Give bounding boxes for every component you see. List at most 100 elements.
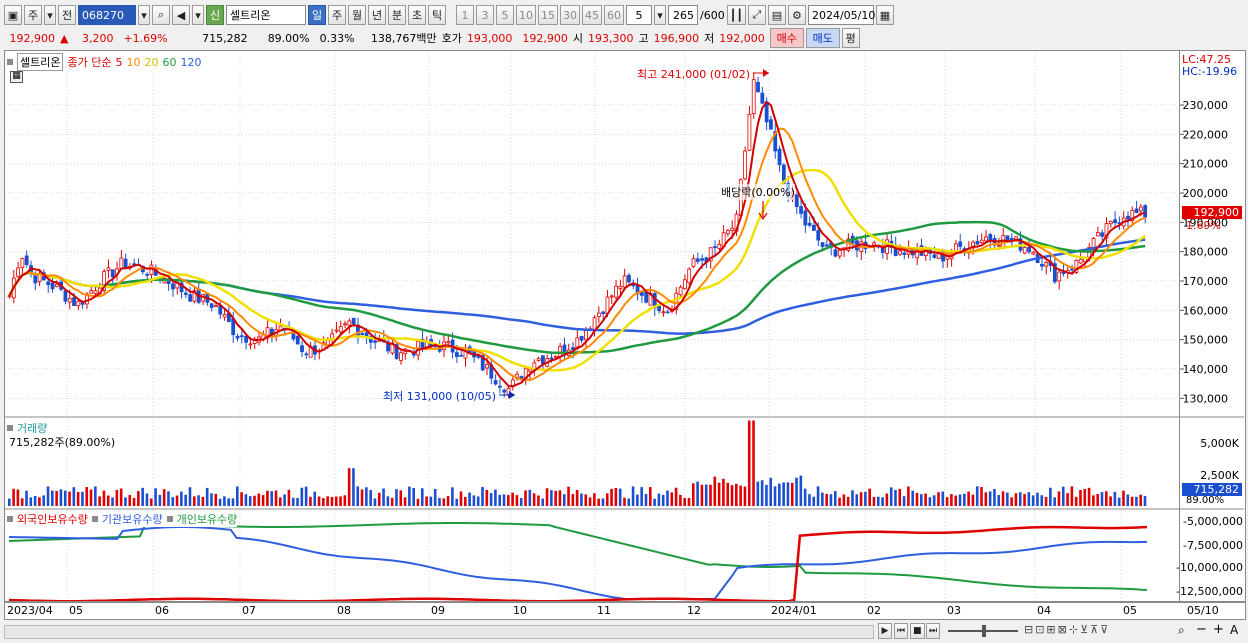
- layout-icons[interactable]: ⊟⊡⊞⊠⊹⊻⊼⊽: [1024, 623, 1111, 636]
- stop-icon[interactable]: ■: [910, 623, 925, 639]
- speaker-dropdown-icon[interactable]: ▾: [192, 5, 204, 25]
- volume-bar: [124, 497, 127, 506]
- interval-input[interactable]: 5: [626, 5, 652, 25]
- toolbar: ▣ 주 ▾ 전 068270 ▾ ⌕ ◀ ▾ 신 셀트리온 일 주 월 년 분 …: [0, 2, 1248, 28]
- volume-bar: [1117, 497, 1121, 506]
- interval-3-button[interactable]: 3: [476, 5, 494, 25]
- volume-bar: [786, 482, 790, 506]
- chart-area[interactable]: 셀트리온 종가 단순 5 10 20 60 120 ▦ 최고 241,000 (…: [4, 50, 1180, 602]
- institution-holding-label[interactable]: 기관보유수량: [101, 513, 163, 526]
- period-tick-button[interactable]: 틱: [428, 5, 446, 25]
- interval-45-button[interactable]: 45: [582, 5, 602, 25]
- volume-bar: [304, 486, 308, 506]
- gear-icon[interactable]: ⚙: [787, 5, 806, 25]
- table-view-icon[interactable]: ▦: [10, 71, 23, 83]
- volume-title[interactable]: 거래량: [17, 422, 48, 435]
- interval-5-button[interactable]: 5: [496, 5, 514, 25]
- volume-bar: [915, 492, 919, 506]
- buy-button[interactable]: 매수: [769, 28, 804, 48]
- volume-bar: [833, 491, 837, 506]
- chart-type-icon[interactable]: ┃┃: [726, 5, 746, 25]
- period-select[interactable]: 주: [24, 5, 42, 25]
- period-dropdown-icon[interactable]: ▾: [44, 5, 56, 25]
- count-input[interactable]: 265: [668, 5, 698, 25]
- ma-10-label[interactable]: 10: [126, 55, 141, 69]
- chart-menu-icon[interactable]: ▣: [4, 5, 22, 25]
- high-label: 고: [638, 32, 649, 45]
- foreign-holding-line: [8, 525, 1148, 601]
- period-week-button[interactable]: 주: [328, 5, 346, 25]
- volume-bar: [984, 492, 988, 506]
- period-year-button[interactable]: 년: [368, 5, 386, 25]
- period-day-button[interactable]: 일: [308, 5, 326, 25]
- candle-body: [665, 311, 670, 314]
- interval-30-button[interactable]: 30: [560, 5, 580, 25]
- ma-label[interactable]: 종가 단순: [67, 56, 112, 69]
- volume-bar: [1139, 494, 1142, 506]
- ma-120-label[interactable]: 120: [180, 55, 202, 69]
- ma-20-label[interactable]: 20: [144, 55, 159, 69]
- stock-code-input[interactable]: 068270: [78, 5, 136, 25]
- volume-bar: [885, 493, 889, 506]
- sell-button[interactable]: 매도: [805, 28, 840, 48]
- individual-holding-label[interactable]: 개인보유수량: [176, 513, 238, 526]
- volume-bar: [485, 489, 489, 506]
- candle-body: [846, 238, 851, 251]
- save-icon[interactable]: ▤: [767, 5, 786, 25]
- candle-body: [717, 243, 722, 249]
- volume-bar: [648, 487, 652, 506]
- speaker-icon[interactable]: ◀: [172, 5, 190, 25]
- step-forward-icon[interactable]: ⏭: [926, 623, 941, 639]
- volume-bar: [726, 482, 730, 506]
- volume-bar: [433, 488, 437, 506]
- zoom-out-icon[interactable]: −: [1196, 622, 1207, 637]
- interval-1-button[interactable]: 1: [456, 5, 474, 25]
- candle-body: [1130, 210, 1135, 222]
- calendar-icon[interactable]: ▦: [875, 5, 894, 25]
- volume-bar: [154, 488, 157, 506]
- volume-bar: [644, 493, 648, 506]
- volume-bar: [864, 491, 867, 506]
- quote-change: 3,200: [81, 31, 114, 45]
- play-icon[interactable]: ▶: [878, 623, 892, 639]
- volume-bar: [1104, 491, 1108, 506]
- candle-body: [678, 286, 683, 296]
- legend-stock-name[interactable]: 셀트리온: [17, 53, 64, 71]
- search-icon[interactable]: ⌕: [152, 5, 170, 25]
- candle-body: [979, 239, 984, 243]
- interval-60-button[interactable]: 60: [604, 5, 624, 25]
- volume-bar: [722, 478, 725, 506]
- candle-body: [824, 244, 829, 247]
- ma-60-label[interactable]: 60: [162, 55, 177, 69]
- new-badge: 신: [206, 5, 224, 25]
- candle-body: [601, 311, 606, 314]
- foreign-holding-label[interactable]: 외국인보유수량: [17, 513, 88, 526]
- ma-5-label[interactable]: 5: [115, 55, 123, 69]
- prev-button[interactable]: 전: [58, 5, 76, 25]
- period-second-button[interactable]: 초: [408, 5, 426, 25]
- zoom-in-icon[interactable]: +: [1213, 622, 1224, 637]
- period-minute-button[interactable]: 분: [388, 5, 406, 25]
- interval-dropdown-icon[interactable]: ▾: [654, 5, 666, 25]
- code-dropdown-icon[interactable]: ▾: [138, 5, 150, 25]
- volume-bar: [455, 498, 458, 506]
- volume-bar: [29, 497, 33, 506]
- scrollbar[interactable]: [4, 625, 874, 639]
- date-input[interactable]: 2024/05/10: [807, 5, 875, 25]
- candle-body: [50, 282, 55, 290]
- step-back-icon[interactable]: ⏮: [894, 623, 909, 639]
- stock-name-field[interactable]: 셀트리온: [226, 5, 306, 25]
- draw-tool-icon[interactable]: ⤢: [747, 5, 766, 25]
- font-size-icon[interactable]: A: [1230, 623, 1239, 637]
- zoom-slider-handle[interactable]: [982, 625, 986, 637]
- volume-bar: [352, 468, 355, 506]
- period-month-button[interactable]: 월: [348, 5, 366, 25]
- eval-button[interactable]: 평: [841, 28, 860, 48]
- interval-15-button[interactable]: 15: [538, 5, 558, 25]
- zoom-search-icon[interactable]: ⌕: [1178, 623, 1185, 637]
- holding-legend: 외국인보유수량 기관보유수량 개인보유수량: [7, 511, 238, 527]
- current-volume-box: 715,282: [1182, 483, 1242, 496]
- candle-body: [743, 150, 748, 180]
- legend-square-icon: [7, 425, 13, 431]
- interval-10-button[interactable]: 10: [516, 5, 536, 25]
